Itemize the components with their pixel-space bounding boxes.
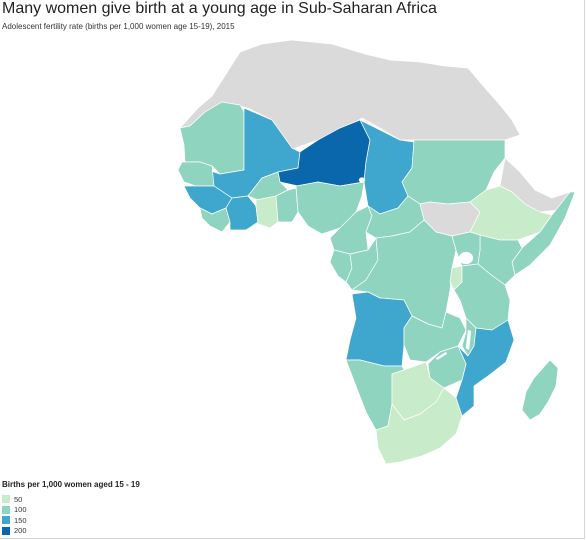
lake-victoria (458, 251, 474, 265)
region-ghana[interactable] (255, 195, 279, 229)
legend-title: Births per 1,000 women aged 15 - 19 (2, 480, 140, 489)
map-title: Many women give birth at a young age in … (2, 0, 437, 17)
legend-swatch (2, 505, 10, 514)
legend-label: 150 (14, 515, 27, 525)
legend-label: 50 (14, 494, 23, 504)
lake-malawi (465, 329, 472, 351)
region-south-africa[interactable] (375, 387, 463, 465)
map-legend: Births per 1,000 women aged 15 - 19 50 1… (2, 480, 140, 536)
lake-kariba (435, 351, 448, 361)
map-subtitle: Adolescent fertility rate (births per 1,… (2, 22, 235, 31)
region-madagascar[interactable] (521, 359, 559, 421)
region-mozambique[interactable] (455, 319, 515, 417)
legend-item: 150 (2, 515, 140, 525)
region-angola[interactable] (345, 291, 413, 367)
lake-tanganyika (447, 289, 456, 313)
legend-swatch (2, 516, 10, 524)
region-cote-divoire[interactable] (225, 195, 259, 231)
legend-label: 200 (14, 526, 27, 535)
legend-items: 50 100 150 200 (2, 494, 140, 536)
region-zimbabwe[interactable] (427, 345, 467, 389)
legend-label: 100 (14, 505, 27, 514)
region-ethiopia[interactable] (469, 185, 553, 241)
legend-swatch (2, 526, 10, 535)
legend-item: 50 (2, 494, 140, 504)
legend-swatch (2, 495, 10, 503)
region-senegal[interactable] (177, 161, 215, 187)
legend-item: 100 (2, 505, 140, 515)
lake-chad (358, 177, 366, 183)
legend-item: 200 (2, 526, 140, 536)
region-sierra-leone-liberia[interactable] (199, 207, 231, 233)
